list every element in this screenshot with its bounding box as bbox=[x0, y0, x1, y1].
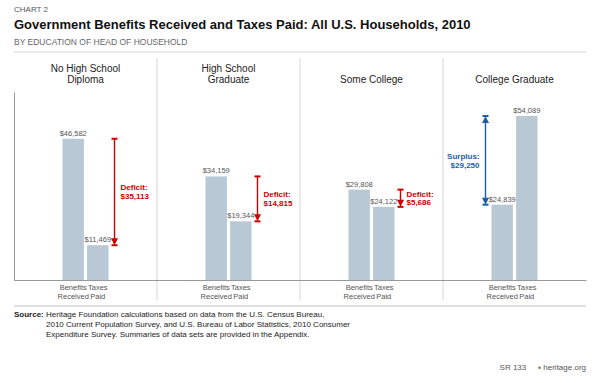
data-label: $46,582 bbox=[60, 129, 87, 138]
arrow-cap bbox=[398, 206, 404, 208]
group-separator bbox=[300, 58, 301, 300]
data-label: $34,159 bbox=[203, 166, 230, 175]
arrow-cap bbox=[483, 115, 489, 117]
data-label: $29,808 bbox=[346, 180, 373, 189]
arrow-cap bbox=[398, 189, 404, 191]
text-line: Paid bbox=[519, 292, 534, 301]
difference-arrow bbox=[257, 176, 258, 215]
text-line: $35,113 bbox=[121, 192, 150, 201]
bar bbox=[492, 205, 513, 280]
text-line: No High School bbox=[51, 63, 120, 74]
text-line: Paid bbox=[376, 292, 391, 301]
data-label: $54,089 bbox=[513, 106, 540, 115]
data-label: $24,122 bbox=[370, 197, 397, 206]
text-line: Deficit: bbox=[121, 183, 148, 192]
bar bbox=[206, 176, 227, 280]
bar-label: TaxesPaid bbox=[231, 283, 251, 301]
text-line: Received bbox=[487, 292, 518, 301]
x-tick: High SchoolGraduate bbox=[202, 63, 256, 86]
bar-label: TaxesPaid bbox=[374, 283, 394, 301]
text-line: College Graduate bbox=[475, 74, 554, 85]
arrow-cap bbox=[112, 244, 118, 246]
difference-label: Deficit:$14,815 bbox=[264, 190, 293, 208]
source-label: Source: bbox=[14, 310, 44, 319]
plot-area bbox=[63, 116, 538, 280]
text-line: $5,686 bbox=[407, 198, 432, 207]
arrow-cap bbox=[255, 175, 261, 177]
title: Government Benefits Received and Taxes P… bbox=[14, 17, 471, 32]
bar-label: BenefitsReceived bbox=[344, 283, 375, 301]
text-line: 2010 Current Population Survey, and U.S.… bbox=[46, 320, 350, 329]
header-rule bbox=[14, 52, 586, 53]
text-line: Received bbox=[58, 292, 89, 301]
difference-arrow bbox=[114, 139, 115, 239]
arrow-head bbox=[482, 116, 489, 123]
text-line: Paid bbox=[233, 292, 248, 301]
text-line: Expenditure Survey. Summaries of data se… bbox=[46, 330, 310, 339]
footer-rule bbox=[14, 306, 586, 307]
difference-label: Surplus:$29,250 bbox=[447, 152, 480, 170]
chart: CHART 2 Government Benefits Received and … bbox=[0, 0, 600, 383]
bar-label: BenefitsReceived bbox=[201, 283, 232, 301]
bar bbox=[63, 139, 84, 280]
text-line: $14,815 bbox=[264, 199, 293, 208]
footer-text: ▪ heritage.org bbox=[538, 363, 586, 372]
difference-label: Deficit:$35,113 bbox=[121, 183, 150, 201]
difference-arrow bbox=[485, 122, 486, 199]
bar-label: BenefitsReceived bbox=[58, 283, 89, 301]
x-tick-label: College Graduate bbox=[475, 74, 554, 85]
bar bbox=[230, 221, 251, 280]
arrow-head bbox=[397, 200, 404, 207]
text-line: Heritage Foundation calculations based o… bbox=[46, 310, 324, 319]
bar bbox=[373, 207, 394, 280]
footer-text: SR 133 bbox=[500, 363, 527, 372]
text-line: High School bbox=[202, 63, 256, 74]
x-tick: Some College bbox=[340, 74, 403, 85]
data-label: $11,469 bbox=[85, 235, 112, 244]
source: Heritage Foundation calculations based o… bbox=[46, 310, 350, 339]
data-label: $24,839 bbox=[489, 195, 516, 204]
x-tick-label: Some College bbox=[340, 74, 403, 85]
x-axis: No High SchoolDiploma High SchoolGraduate… bbox=[51, 63, 554, 86]
arrow-head bbox=[254, 214, 261, 221]
text-line: Deficit: bbox=[264, 190, 291, 199]
arrow-cap bbox=[255, 220, 261, 222]
difference-label: Deficit:$5,686 bbox=[407, 190, 434, 208]
text-line: Some College bbox=[340, 74, 403, 85]
x-tick: College Graduate bbox=[475, 74, 554, 85]
bar bbox=[349, 190, 370, 280]
arrow-cap bbox=[483, 204, 489, 206]
x-tick: No High SchoolDiploma bbox=[51, 63, 120, 86]
group-separator bbox=[157, 58, 158, 300]
text-line: $29,250 bbox=[451, 161, 480, 170]
arrow-head bbox=[111, 238, 118, 245]
text-line: Received bbox=[344, 292, 375, 301]
bar bbox=[87, 245, 108, 280]
x-tick-label: High SchoolGraduate bbox=[202, 63, 256, 86]
x-tick-label: No High SchoolDiploma bbox=[51, 63, 120, 86]
chart-label: CHART 2 bbox=[14, 5, 48, 14]
difference-arrow bbox=[400, 190, 401, 201]
bar-label: TaxesPaid bbox=[88, 283, 108, 301]
labels: $46,582 BenefitsReceived $34,159 BenefitsRe… bbox=[58, 106, 541, 301]
text-line: Graduate bbox=[208, 74, 250, 85]
y-axis bbox=[14, 93, 15, 281]
bar-label: TaxesPaid bbox=[517, 283, 537, 301]
text-line: Paid bbox=[90, 292, 105, 301]
background bbox=[0, 0, 600, 383]
data-label: $19,344 bbox=[227, 211, 254, 220]
subtitle: BY EDUCATION OF HEAD OF HOUSEHOLD bbox=[14, 37, 188, 47]
bar-label: BenefitsReceived bbox=[487, 283, 518, 301]
text-line: Deficit: bbox=[407, 190, 434, 199]
group-separator bbox=[443, 58, 444, 300]
arrow-cap bbox=[112, 138, 118, 140]
text-line: Surplus: bbox=[447, 152, 479, 161]
bar bbox=[516, 116, 537, 280]
text-line: Diploma bbox=[67, 74, 104, 85]
text-line: Received bbox=[201, 292, 232, 301]
x-baseline bbox=[15, 280, 587, 281]
y-axis-line bbox=[14, 93, 15, 281]
x-axis-line bbox=[15, 280, 587, 281]
